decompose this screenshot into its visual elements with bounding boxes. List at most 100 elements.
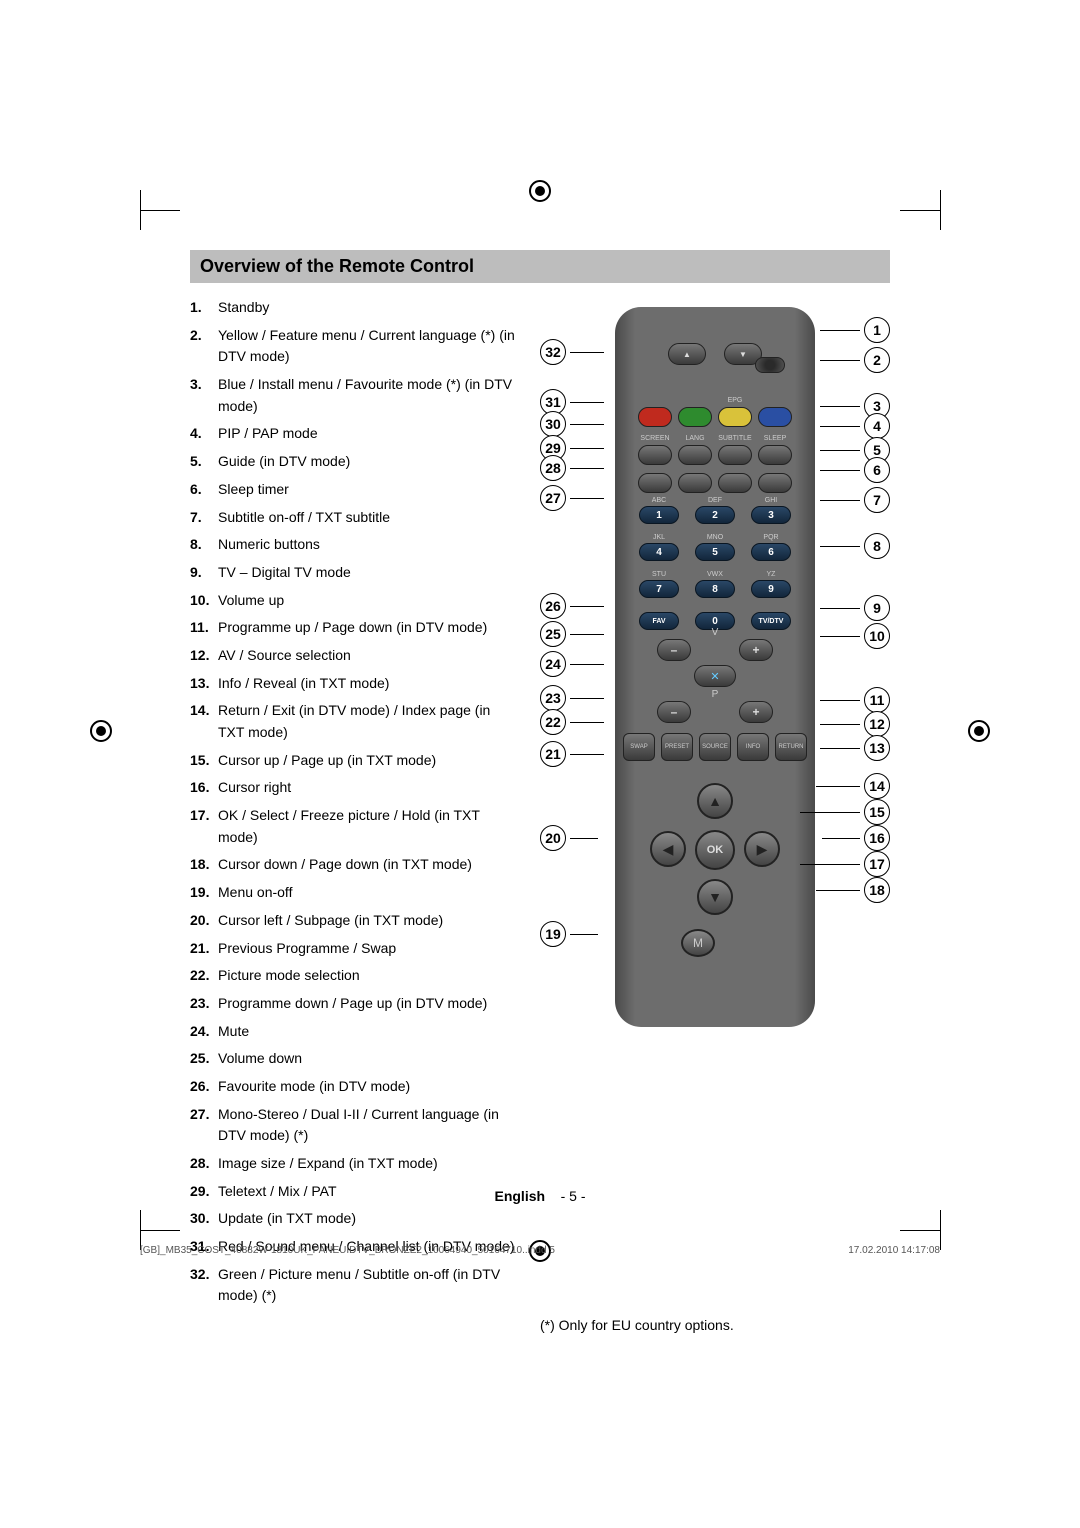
list-item: Picture mode selection: [190, 965, 520, 987]
arc-button: SWAP: [623, 733, 655, 761]
callout-line: [570, 468, 604, 469]
list-item: Mono-Stereo / Dual I-II / Current langua…: [190, 1104, 520, 1147]
callout-10: 10: [820, 623, 890, 649]
numeric-key: DEF2: [693, 497, 737, 524]
callout-number: 19: [540, 921, 566, 947]
option-buttons-row: [638, 473, 792, 493]
callout-line: [570, 498, 604, 499]
list-item: Green / Picture menu / Subtitle on-off (…: [190, 1264, 520, 1307]
callout-number: 32: [540, 339, 566, 365]
callout-14: 14: [816, 773, 890, 799]
numeric-key: ABC1: [637, 497, 681, 524]
standby-button: [755, 357, 785, 373]
numeric-keypad: ABC1DEF2GHI3JKL4MNO5PQR6STU7VWX8YZ9: [637, 497, 793, 598]
color-button: [758, 407, 792, 427]
callout-number: 8: [864, 533, 890, 559]
callout-number: 2: [864, 347, 890, 373]
cursor-right-button: ▶: [744, 831, 780, 867]
callout-line: [820, 450, 860, 451]
mute-button: ✕: [694, 665, 736, 687]
list-item: Previous Programme / Swap: [190, 938, 520, 960]
list-item: Programme down / Page up (in DTV mode): [190, 993, 520, 1015]
button-label: LANG: [678, 435, 712, 442]
callout-number: 16: [864, 825, 890, 851]
page-content: Overview of the Remote Control StandbyYe…: [190, 250, 890, 1333]
list-item: OK / Select / Freeze picture / Hold (in …: [190, 805, 520, 848]
crop-mark: [140, 1210, 141, 1250]
callout-12: 12: [820, 711, 890, 737]
callout-line: [570, 352, 604, 353]
registration-mark-icon: [90, 720, 112, 742]
callout-number: 15: [864, 799, 890, 825]
list-item: Cursor up / Page up (in TXT mode): [190, 750, 520, 772]
callout-9: 9: [820, 595, 890, 621]
list-item: Mute: [190, 1021, 520, 1043]
crop-mark: [900, 1230, 940, 1231]
function-button: [678, 445, 712, 465]
callout-number: 23: [540, 685, 566, 711]
remote-body: ▲ ▼ EPG SCREENLANGSUBTITLESLEEP ABC1DEF2…: [615, 307, 815, 1027]
callout-number: 22: [540, 709, 566, 735]
callout-32: 32: [540, 339, 604, 365]
callout-number: 27: [540, 485, 566, 511]
function-button: [718, 445, 752, 465]
cursor-up-button: ▲: [697, 783, 733, 819]
numeric-key: MNO5: [693, 534, 737, 561]
list-item: TV – Digital TV mode: [190, 562, 520, 584]
list-item: Blue / Install menu / Favourite mode (*)…: [190, 374, 520, 417]
footnote-text: (*) Only for EU country options.: [540, 1317, 890, 1333]
meta-filename: [GB]_MB35_COST_40882W-1810UK_PANEUIDTV_B…: [140, 1245, 555, 1256]
callout-number: 7: [864, 487, 890, 513]
callout-1: 1: [820, 317, 890, 343]
button-label: EPG: [718, 397, 752, 404]
callout-line: [820, 470, 860, 471]
channel-up-button: ▲: [668, 343, 706, 365]
callout-line: [820, 700, 860, 701]
callout-line: [570, 698, 604, 699]
numeric-key: STU7: [637, 571, 681, 598]
registration-mark-icon: [529, 180, 551, 202]
callout-line: [570, 448, 604, 449]
crop-mark: [140, 1230, 180, 1231]
numeric-key: GHI3: [749, 497, 793, 524]
list-item: Volume down: [190, 1048, 520, 1070]
callout-8: 8: [820, 533, 890, 559]
arc-button: SOURCE: [699, 733, 731, 761]
remote-diagram: ▲ ▼ EPG SCREENLANGSUBTITLESLEEP ABC1DEF2…: [540, 297, 890, 1037]
list-item: AV / Source selection: [190, 645, 520, 667]
callout-line: [570, 934, 598, 935]
programme-label: P: [712, 689, 719, 700]
list-item: Standby: [190, 297, 520, 319]
callout-number: 25: [540, 621, 566, 647]
callout-18: 18: [816, 877, 890, 903]
numeric-key: VWX8: [693, 571, 737, 598]
callout-6: 6: [820, 457, 890, 483]
print-metadata: [GB]_MB35_COST_40882W-1810UK_PANEUIDTV_B…: [140, 1245, 940, 1256]
numeric-key: JKL4: [637, 534, 681, 561]
numeric-key: YZ9: [749, 571, 793, 598]
button-label: [678, 397, 712, 404]
list-item: Return / Exit (in DTV mode) / Index page…: [190, 700, 520, 743]
color-buttons-row: [638, 407, 792, 427]
callout-number: 18: [864, 877, 890, 903]
function-button: [758, 445, 792, 465]
zero-button: 0: [693, 603, 737, 630]
bottom-keys-row: FAV0TV/DTV: [637, 603, 793, 630]
button-label: SLEEP: [758, 435, 792, 442]
callout-line: [570, 634, 604, 635]
list-item: Favourite mode (in DTV mode): [190, 1076, 520, 1098]
callout-line: [816, 786, 860, 787]
registration-mark-icon: [968, 720, 990, 742]
arc-buttons-row: SWAPPRESETSOURCEINFORETURN: [623, 733, 807, 761]
tvdtv-button: TV/DTV: [749, 603, 793, 630]
callout-21: 21: [540, 741, 604, 767]
callout-26: 26: [540, 593, 604, 619]
callout-23: 23: [540, 685, 604, 711]
crop-mark: [940, 1210, 941, 1250]
crop-mark: [140, 210, 180, 211]
list-item: Menu on-off: [190, 882, 520, 904]
callout-line: [570, 424, 604, 425]
callout-number: 20: [540, 825, 566, 851]
ok-button: OK: [695, 830, 735, 870]
option-button: [638, 473, 672, 493]
